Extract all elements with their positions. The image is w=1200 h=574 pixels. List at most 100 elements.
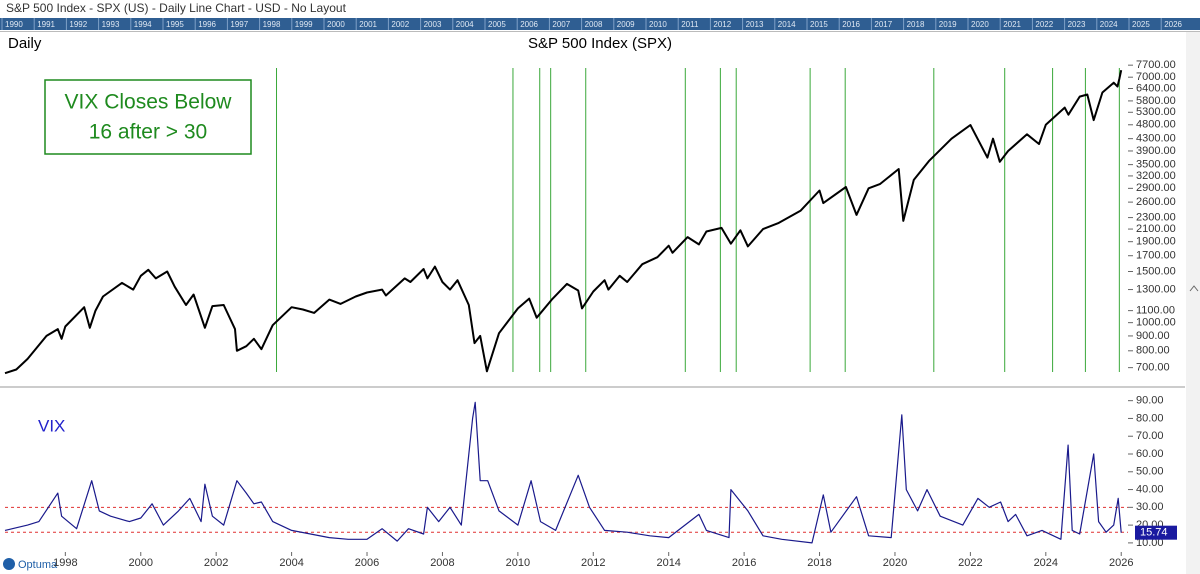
x-tick-label: 2008 <box>430 557 454 569</box>
last-value-label: 15.74 <box>1140 527 1168 539</box>
timeline-year: 2013 <box>746 20 764 29</box>
y-tick-label: 5800.00 <box>1136 95 1176 107</box>
y-tick-label: 7700.00 <box>1136 59 1176 71</box>
y-tick-label: 1500.00 <box>1136 265 1176 277</box>
annotation-box <box>44 79 252 155</box>
timeline-year: 1991 <box>37 20 55 29</box>
timeline-year: 2023 <box>1068 20 1086 29</box>
y-tick-label: 2300.00 <box>1136 211 1176 223</box>
scroll-arrow[interactable] <box>1189 285 1199 292</box>
y-tick-label: 2100.00 <box>1136 223 1176 235</box>
y-tick-label: 900.00 <box>1136 330 1170 342</box>
scrollbar[interactable] <box>1186 32 1200 574</box>
x-tick-label: 2014 <box>656 557 680 569</box>
x-tick-label: 1998 <box>53 557 77 569</box>
timeline-year: 2004 <box>456 20 474 29</box>
y-tick-label: 4800.00 <box>1136 119 1176 131</box>
series-line <box>4 69 1123 375</box>
y-tick-label: 1300.00 <box>1136 283 1176 295</box>
y-tick-label: 4300.00 <box>1136 133 1176 145</box>
timeline-year: 2016 <box>842 20 860 29</box>
x-tick-label: 2022 <box>958 557 982 569</box>
y-tick-label: 1000.00 <box>1136 317 1176 329</box>
y-tick-label: 10.00 <box>1136 537 1164 549</box>
y-tick-label: 1700.00 <box>1136 250 1176 262</box>
timeline-year: 2005 <box>488 20 506 29</box>
x-tick-label: 2016 <box>732 557 756 569</box>
timeline-year: 2006 <box>520 20 538 29</box>
timeline-year: 2001 <box>359 20 377 29</box>
timeline-year: 2014 <box>778 20 796 29</box>
x-tick-label: 2000 <box>129 557 153 569</box>
timeline-year: 2019 <box>939 20 957 29</box>
y-tick-label: 6400.00 <box>1136 82 1176 94</box>
timeline-year: 1998 <box>263 20 281 29</box>
y-tick-label: 700.00 <box>1136 362 1170 374</box>
x-tick-label: 2006 <box>355 557 379 569</box>
window-title: S&P 500 Index - SPX (US) - Daily Line Ch… <box>6 1 347 15</box>
timeline-year: 2000 <box>327 20 345 29</box>
x-tick-label: 2018 <box>807 557 831 569</box>
period-label: Daily <box>8 35 42 52</box>
x-tick-label: 2004 <box>279 557 303 569</box>
y-tick-label: 50.00 <box>1136 466 1164 478</box>
y-tick-label: 40.00 <box>1136 483 1164 495</box>
timeline-year: 1993 <box>102 20 120 29</box>
y-tick-label: 30.00 <box>1136 501 1164 513</box>
timeline-year: 2024 <box>1100 20 1118 29</box>
y-tick-label: 70.00 <box>1136 430 1164 442</box>
title-bar <box>0 0 1200 18</box>
timeline-strip[interactable] <box>0 18 1200 30</box>
y-tick-label: 3200.00 <box>1136 170 1176 182</box>
y-tick-label: 80.00 <box>1136 412 1164 424</box>
timeline-year: 2021 <box>1003 20 1021 29</box>
timeline-year: 1990 <box>5 20 23 29</box>
annotation-line: VIX Closes Below <box>65 91 233 114</box>
timeline-year: 2009 <box>617 20 635 29</box>
logo-icon <box>3 558 15 570</box>
y-tick-label: 1900.00 <box>1136 236 1176 248</box>
y-tick-label: 1100.00 <box>1136 305 1175 317</box>
y-tick-label: 90.00 <box>1136 395 1164 407</box>
y-tick-label: 7000.00 <box>1136 71 1176 83</box>
y-tick-label: 5300.00 <box>1136 106 1176 118</box>
timeline-year: 2011 <box>681 20 699 29</box>
separator <box>0 31 1200 32</box>
timeline-year: 1999 <box>295 20 313 29</box>
timeline-year: 2003 <box>424 20 442 29</box>
y-tick-label: 800.00 <box>1136 345 1170 357</box>
x-tick-label: 2002 <box>204 557 228 569</box>
x-tick-label: 2026 <box>1109 557 1133 569</box>
timeline-year: 2007 <box>552 20 570 29</box>
timeline-year: 2008 <box>585 20 603 29</box>
x-axis-area <box>0 552 1186 574</box>
timeline-year: 1994 <box>134 20 152 29</box>
timeline-year: 1996 <box>198 20 216 29</box>
y-tick-label: 3500.00 <box>1136 159 1176 171</box>
timeline-year: 1995 <box>166 20 184 29</box>
timeline-year: 2015 <box>810 20 828 29</box>
logo: Optuma <box>18 559 58 571</box>
x-tick-label: 2024 <box>1034 557 1058 569</box>
panel-title: VIX <box>38 416 65 435</box>
chart-title: S&P 500 Index (SPX) <box>528 35 672 52</box>
y-tick-label: 60.00 <box>1136 448 1164 460</box>
timeline-year: 2020 <box>971 20 989 29</box>
y-tick-label: 2900.00 <box>1136 182 1176 194</box>
x-tick-label: 2010 <box>506 557 530 569</box>
timeline-year: 2012 <box>713 20 731 29</box>
x-tick-label: 2020 <box>883 557 907 569</box>
annotation-line: 16 after > 30 <box>89 121 208 144</box>
y-tick-label: 3900.00 <box>1136 145 1176 157</box>
timeline-year: 2022 <box>1035 20 1053 29</box>
last-value-box <box>1135 525 1177 540</box>
timeline-year: 1992 <box>69 20 87 29</box>
timeline-year: 2017 <box>874 20 892 29</box>
timeline-year: 2018 <box>907 20 925 29</box>
y-tick-label: 2600.00 <box>1136 196 1176 208</box>
timeline-year: 2025 <box>1132 20 1150 29</box>
timeline-year: 2010 <box>649 20 667 29</box>
timeline-year: 1997 <box>230 20 248 29</box>
x-tick-label: 2012 <box>581 557 605 569</box>
